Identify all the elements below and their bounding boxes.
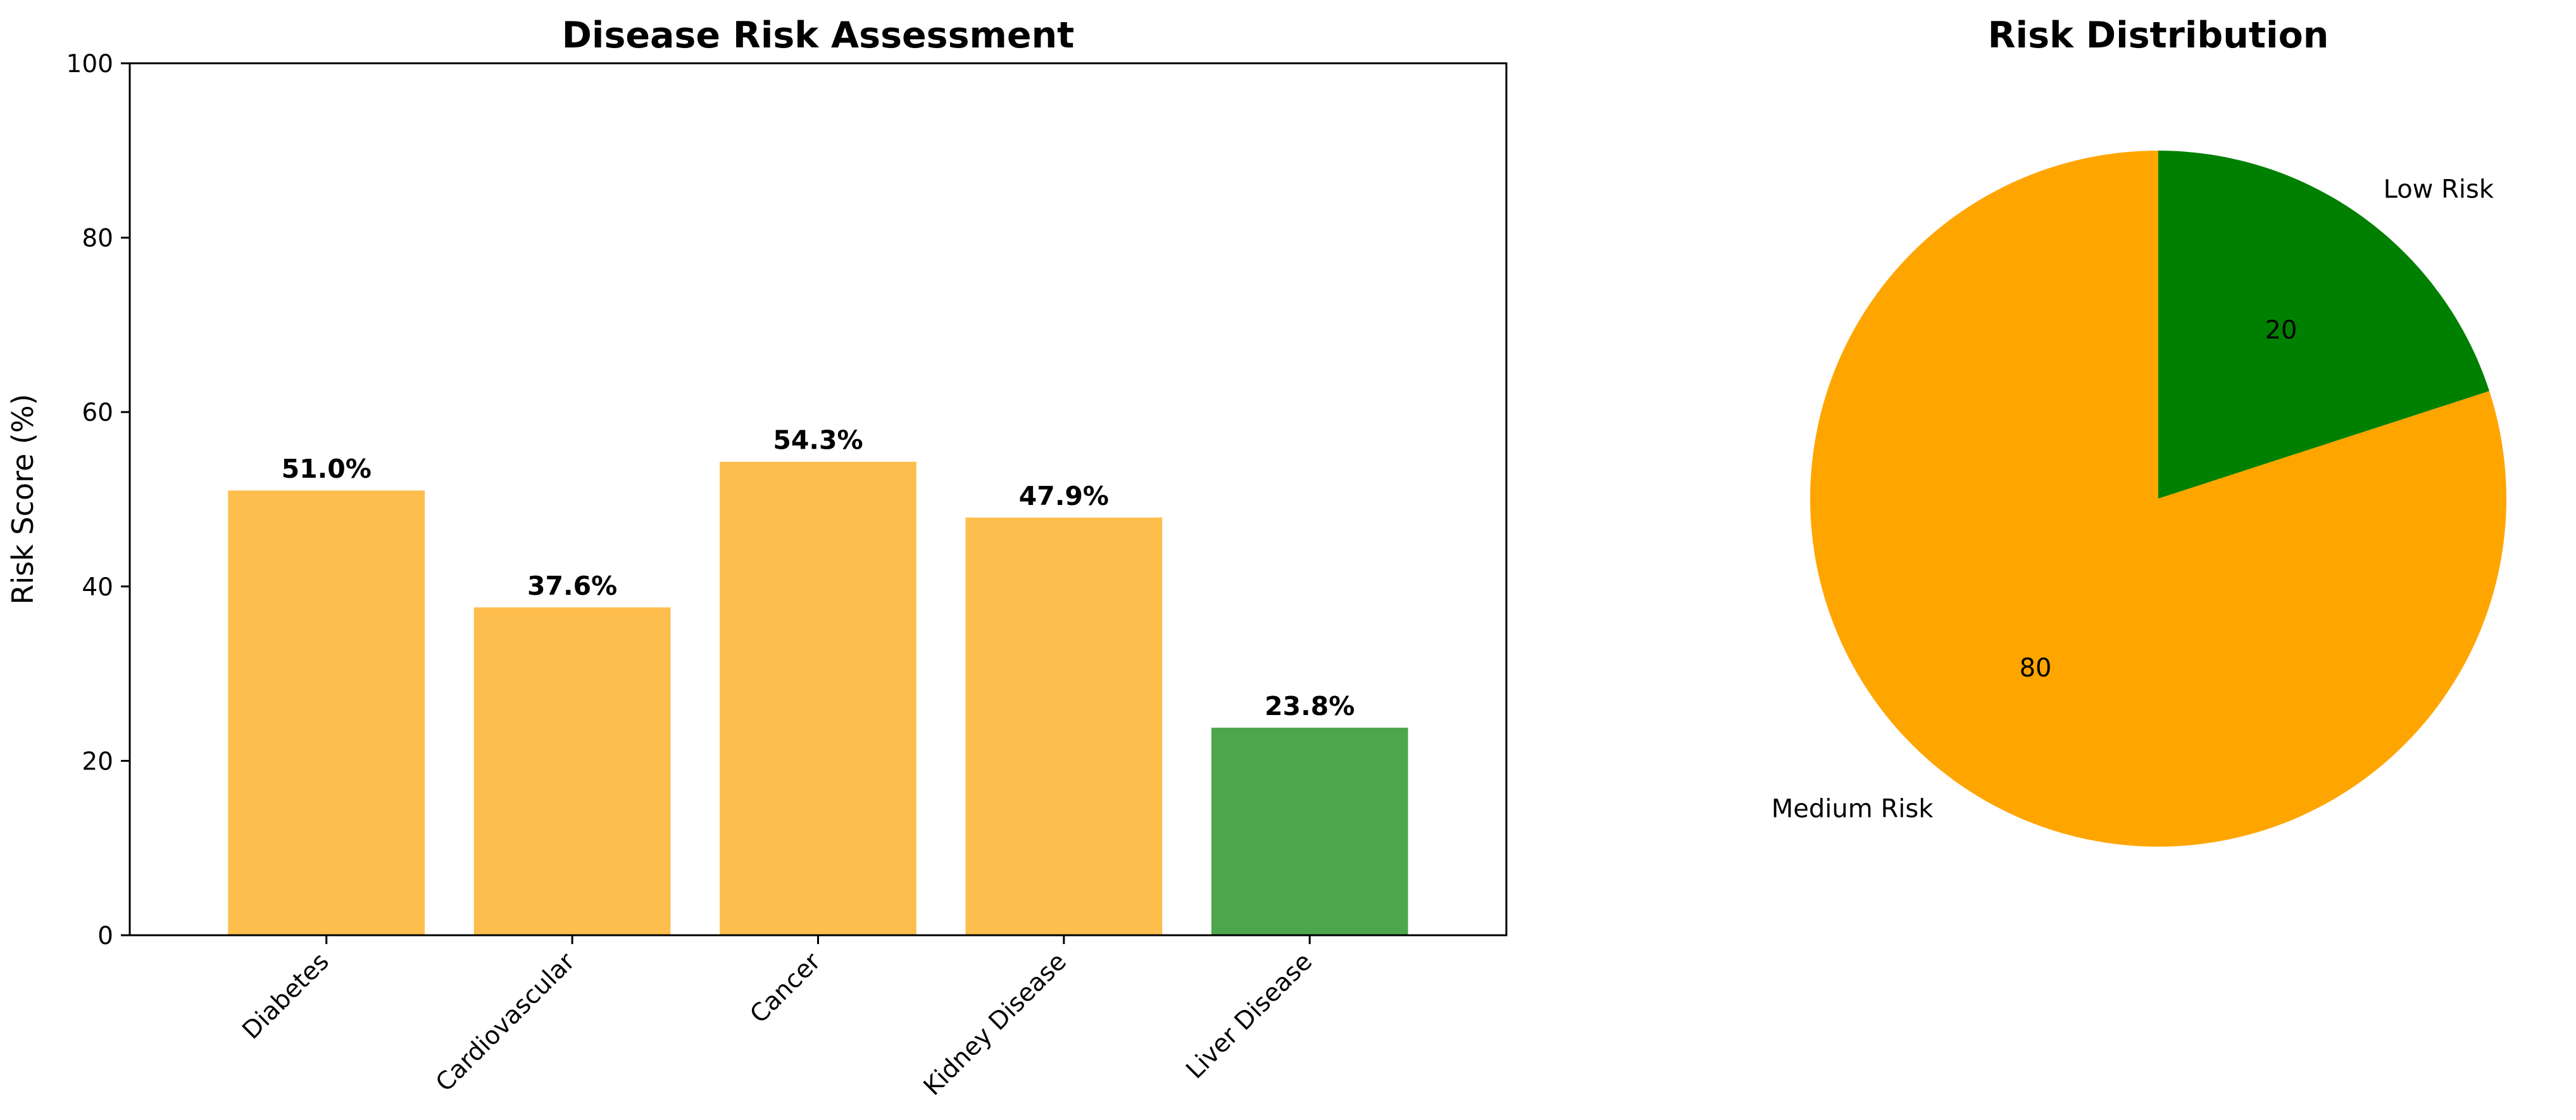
- pie-value-label: 80: [2020, 654, 2052, 683]
- bar: [473, 607, 671, 935]
- y-tick-label: 40: [82, 573, 113, 602]
- bar: [1211, 728, 1408, 935]
- y-tick-label: 80: [82, 225, 113, 253]
- bar-value-label: 23.8%: [1265, 691, 1354, 721]
- x-axis-ticks: Diabetes Cardiovascular Cancer Kidney Disea…: [237, 935, 1318, 1101]
- bar: [228, 490, 425, 935]
- y-tick-label: 100: [66, 50, 113, 78]
- x-tick-label: Diabetes: [237, 947, 335, 1045]
- y-tick-label: 0: [97, 922, 113, 950]
- pie-category-label: Medium Risk: [1772, 794, 1934, 823]
- y-tick-label: 20: [82, 747, 113, 776]
- bars: [228, 461, 1408, 935]
- bar: [720, 461, 916, 935]
- y-axis-label: Risk Score (%): [6, 394, 40, 604]
- pie-chart: Risk Distribution Low Risk 20 Medium Risk 8…: [1772, 15, 2507, 847]
- x-tick-label: Kidney Disease: [918, 947, 1072, 1101]
- bar-chart: Disease Risk Assessment Risk Score (%) 0…: [6, 15, 1508, 1101]
- x-tick-label: Liver Disease: [1181, 947, 1318, 1085]
- bar: [965, 517, 1163, 935]
- pie-slice: [1810, 151, 2507, 847]
- pie-labels: Low Risk 20 Medium Risk 80: [1772, 175, 2494, 824]
- pie-value-label: 20: [2265, 316, 2298, 345]
- pie-category-label: Low Risk: [2384, 175, 2494, 204]
- pie-chart-title: Risk Distribution: [1988, 15, 2329, 56]
- plot-frame: [128, 62, 1508, 936]
- bar-data-labels: 51.0% 37.6% 54.3% 47.9% 23.8%: [282, 425, 1355, 721]
- y-tick-label: 60: [82, 399, 113, 427]
- bar-value-label: 51.0%: [282, 454, 372, 484]
- pie-slice: [2158, 151, 2490, 499]
- bar-value-label: 47.9%: [1019, 481, 1109, 511]
- x-tick-label: Cancer: [745, 947, 827, 1030]
- pie-slices: [1810, 151, 2507, 847]
- bar-value-label: 54.3%: [773, 425, 863, 456]
- bar-value-label: 37.6%: [527, 571, 617, 601]
- y-axis-ticks: 0 20 40 60 80 100: [66, 50, 130, 950]
- bar-chart-title: Disease Risk Assessment: [562, 15, 1075, 56]
- x-tick-label: Cardiovascular: [430, 947, 581, 1098]
